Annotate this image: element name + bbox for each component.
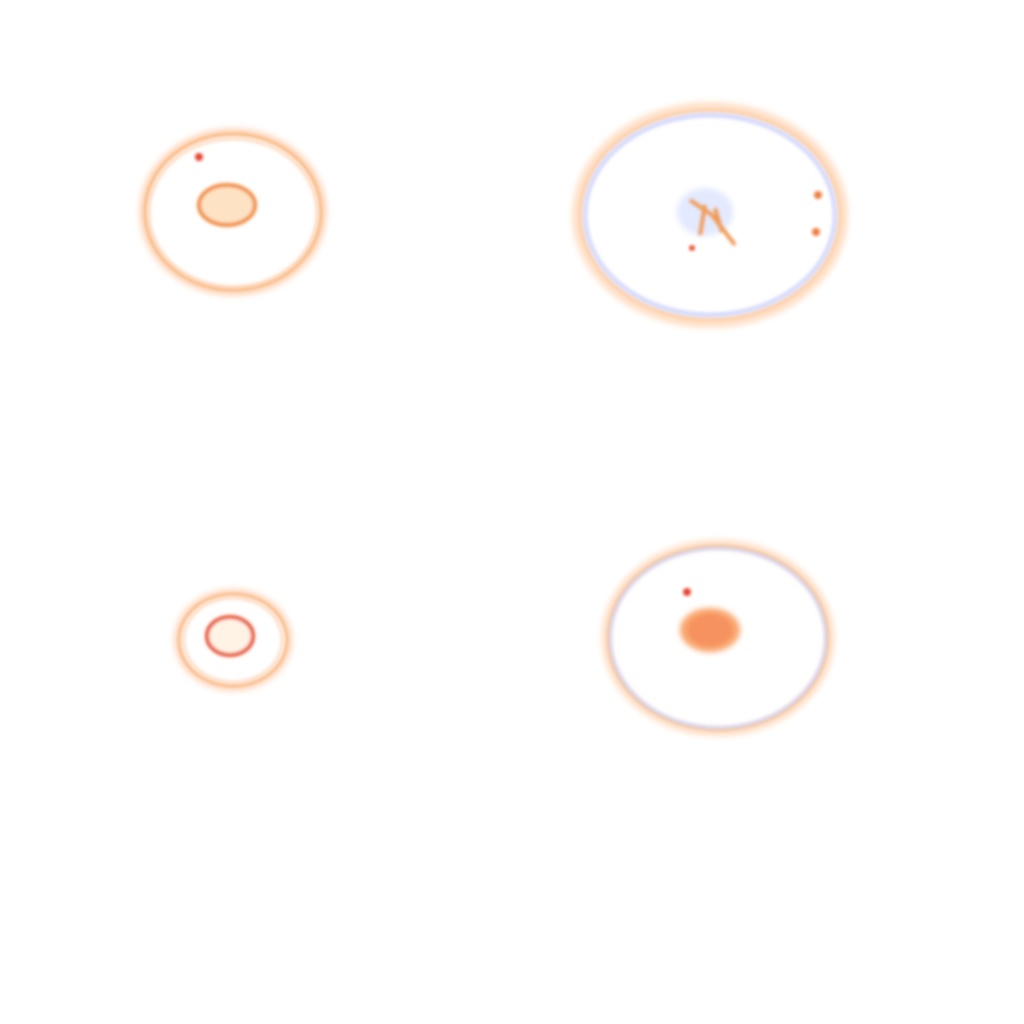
ring-bottom-right xyxy=(601,539,835,737)
ring-top-right xyxy=(572,102,848,328)
ring-bottom-left xyxy=(173,588,293,692)
ring-top-left xyxy=(139,128,327,296)
